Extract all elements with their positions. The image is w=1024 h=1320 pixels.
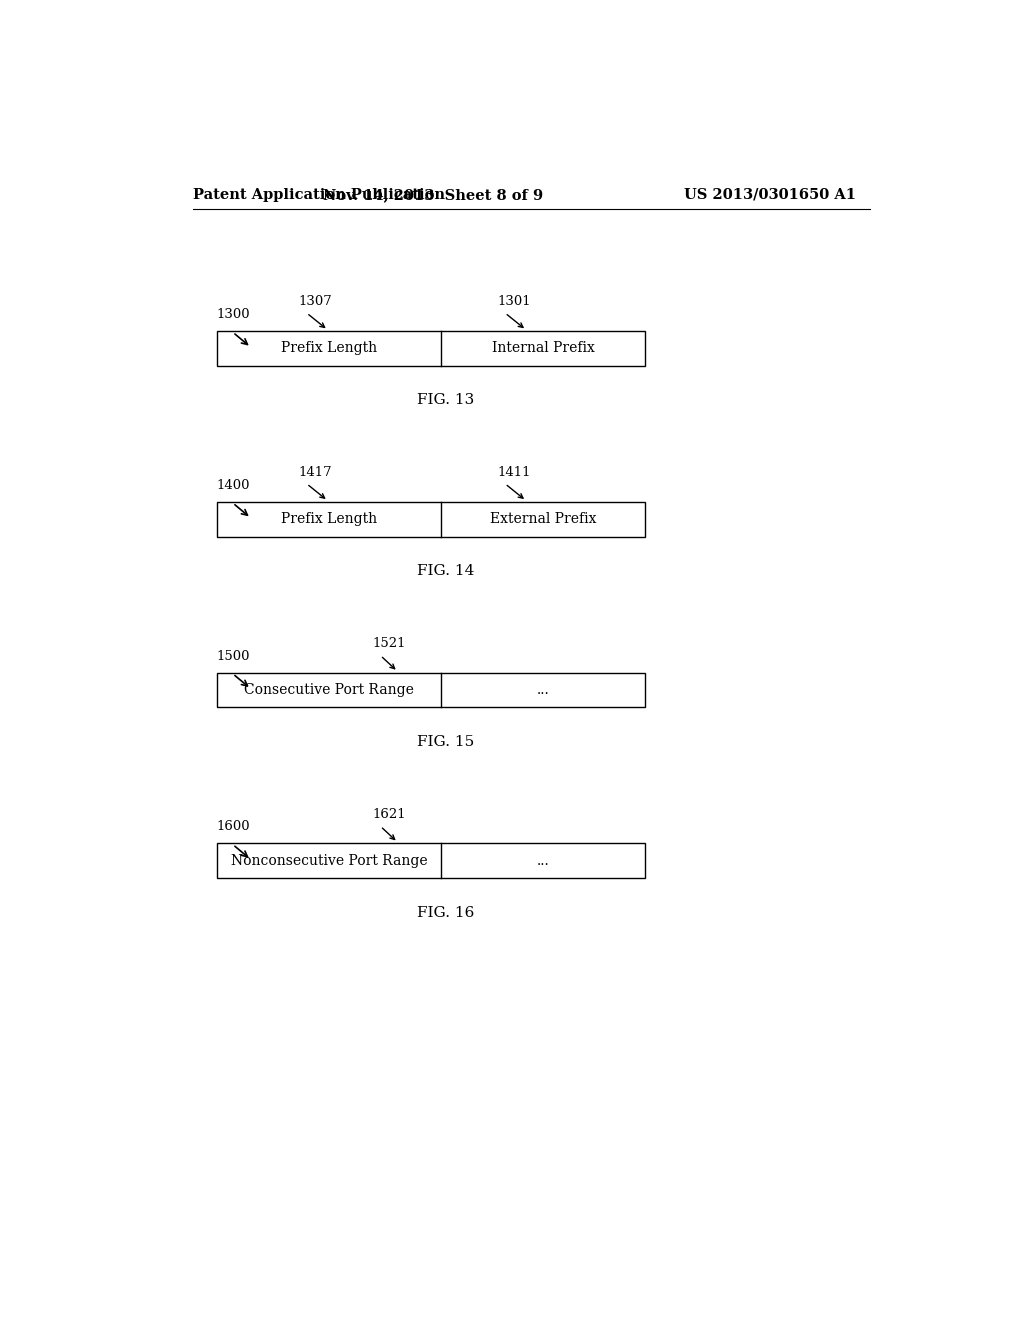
Text: ...: ...	[537, 854, 550, 867]
Text: US 2013/0301650 A1: US 2013/0301650 A1	[684, 187, 855, 202]
Text: FIG. 16: FIG. 16	[417, 906, 474, 920]
Text: 1301: 1301	[497, 294, 530, 308]
Text: Nonconsecutive Port Range: Nonconsecutive Port Range	[230, 854, 427, 867]
Text: Consecutive Port Range: Consecutive Port Range	[245, 682, 414, 697]
Text: 1411: 1411	[497, 466, 530, 479]
Text: 1400: 1400	[217, 479, 251, 492]
Text: Patent Application Publication: Patent Application Publication	[194, 187, 445, 202]
Text: Nov. 14, 2013  Sheet 8 of 9: Nov. 14, 2013 Sheet 8 of 9	[324, 187, 544, 202]
Text: FIG. 13: FIG. 13	[417, 393, 474, 408]
Text: 1500: 1500	[217, 649, 251, 663]
Text: 1521: 1521	[373, 638, 406, 651]
Text: Internal Prefix: Internal Prefix	[492, 342, 595, 355]
Text: FIG. 15: FIG. 15	[417, 735, 474, 748]
Text: 1600: 1600	[217, 820, 251, 833]
Text: External Prefix: External Prefix	[490, 512, 597, 527]
Text: 1417: 1417	[299, 466, 332, 479]
Text: 1300: 1300	[217, 308, 251, 321]
Bar	[217, 673, 645, 708]
Text: FIG. 14: FIG. 14	[417, 564, 474, 578]
Text: 1307: 1307	[299, 294, 333, 308]
Text: 1621: 1621	[373, 808, 407, 821]
Text: Prefix Length: Prefix Length	[282, 512, 377, 527]
Bar	[217, 331, 645, 366]
Text: ...: ...	[537, 682, 550, 697]
Text: Prefix Length: Prefix Length	[282, 342, 377, 355]
Bar	[217, 502, 645, 536]
Bar	[217, 843, 645, 878]
